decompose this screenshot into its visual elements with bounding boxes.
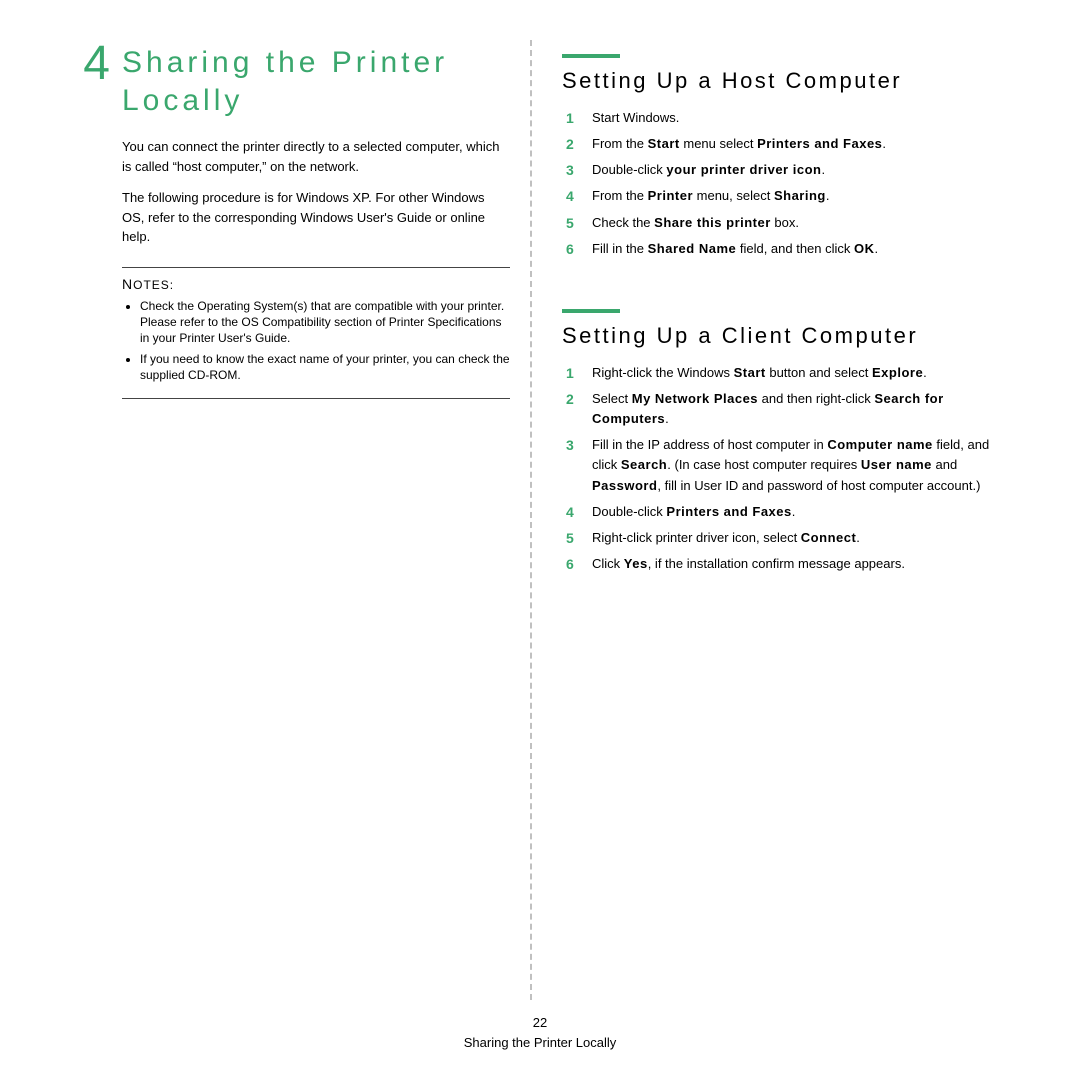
chapter-title: Sharing the Printer Locally	[122, 40, 510, 119]
notes-list: Check the Operating System(s) that are c…	[122, 298, 510, 384]
section-rule	[562, 309, 620, 313]
document-page: 4 Sharing the Printer Locally You can co…	[0, 0, 1080, 1080]
right-column: Setting Up a Host Computer Start Windows…	[530, 40, 1010, 1000]
section-host: Setting Up a Host Computer Start Windows…	[562, 54, 1010, 259]
note-item: If you need to know the exact name of yo…	[140, 351, 510, 383]
page-footer: 22 Sharing the Printer Locally	[0, 1013, 1080, 1052]
running-title: Sharing the Printer Locally	[0, 1033, 1080, 1053]
step-item: Right-click printer driver icon, select …	[566, 528, 1010, 548]
step-item: Double-click your printer driver icon.	[566, 160, 1010, 180]
section-spacer	[562, 265, 1010, 295]
note-item: Check the Operating System(s) that are c…	[140, 298, 510, 347]
step-item: Right-click the Windows Start button and…	[566, 363, 1010, 383]
client-steps: Right-click the Windows Start button and…	[562, 363, 1010, 574]
notes-heading: NOTES:	[122, 276, 510, 292]
step-item: Click Yes, if the installation confirm m…	[566, 554, 1010, 574]
section-rule	[562, 54, 620, 58]
step-item: Double-click Printers and Faxes.	[566, 502, 1010, 522]
chapter-heading: 4 Sharing the Printer Locally	[50, 40, 510, 119]
step-item: Select My Network Places and then right-…	[566, 389, 1010, 429]
step-item: From the Start menu select Printers and …	[566, 134, 1010, 154]
page-number: 22	[0, 1013, 1080, 1033]
notes-box: NOTES: Check the Operating System(s) tha…	[122, 267, 510, 400]
left-column: 4 Sharing the Printer Locally You can co…	[50, 40, 530, 1000]
step-item: Check the Share this printer box.	[566, 213, 1010, 233]
chapter-number: 4	[50, 40, 122, 88]
section-title-client: Setting Up a Client Computer	[562, 323, 1010, 349]
step-item: Start Windows.	[566, 108, 1010, 128]
section-client: Setting Up a Client Computer Right-click…	[562, 309, 1010, 574]
intro-paragraph-2: The following procedure is for Windows X…	[50, 188, 510, 247]
host-steps: Start Windows. From the Start menu selec…	[562, 108, 1010, 259]
step-item: Fill in the Shared Name field, and then …	[566, 239, 1010, 259]
step-item: From the Printer menu, select Sharing.	[566, 186, 1010, 206]
step-item: Fill in the IP address of host computer …	[566, 435, 1010, 495]
two-column-layout: 4 Sharing the Printer Locally You can co…	[50, 40, 1030, 1000]
intro-paragraph-1: You can connect the printer directly to …	[50, 137, 510, 176]
section-title-host: Setting Up a Host Computer	[562, 68, 1010, 94]
